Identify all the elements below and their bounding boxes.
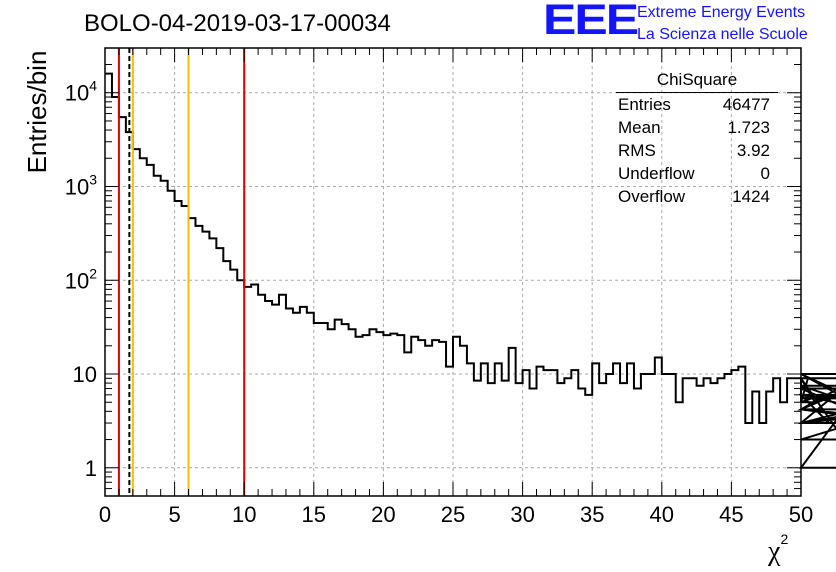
- stats-label: Overflow: [618, 187, 686, 206]
- stats-title: ChiSquare: [616, 68, 778, 93]
- logo-line-2: La Scienza nelle Scuole: [637, 26, 808, 43]
- stats-label: Underflow: [618, 164, 695, 183]
- x-axis-label: χ2: [768, 531, 788, 568]
- stats-value: 3.92: [736, 141, 770, 160]
- y-axis-label: Entries/bin: [22, 50, 52, 174]
- x-tick-label: 50: [789, 502, 813, 527]
- stats-value: 1.723: [727, 118, 770, 137]
- histogram-series: [105, 72, 836, 469]
- x-axis-label-sup: 2: [780, 530, 789, 547]
- stats-row-overflow: Overflow 1424: [612, 185, 778, 208]
- stats-label: RMS: [618, 141, 656, 160]
- x-tick-label: 30: [510, 502, 534, 527]
- stats-row-entries: Entries 46477: [612, 93, 778, 116]
- stats-label: Entries: [618, 95, 671, 114]
- stats-value: 1424: [732, 187, 770, 206]
- y-tick-label: 102: [65, 265, 97, 293]
- stats-value: 46477: [722, 95, 770, 114]
- stats-row-underflow: Underflow 0: [612, 162, 778, 185]
- stats-value: 0: [760, 164, 770, 183]
- stats-row-mean: Mean 1.723: [612, 116, 778, 139]
- x-tick-label: 0: [99, 502, 111, 527]
- chart-title: BOLO-04-2019-03-17-00034: [84, 10, 391, 37]
- x-tick-label: 10: [232, 502, 256, 527]
- y-tick-label: 1: [85, 456, 97, 481]
- x-tick-label: 20: [371, 502, 395, 527]
- y-tick-label: 10: [73, 362, 97, 387]
- x-tick-label: 35: [580, 502, 604, 527]
- stats-box: ChiSquare Entries 46477 Mean 1.723 RMS 3…: [612, 68, 778, 208]
- eee-logo: EEE: [543, 0, 639, 44]
- stats-label: Mean: [618, 118, 661, 137]
- x-tick-label: 40: [650, 502, 674, 527]
- y-tick-label: 103: [65, 171, 97, 199]
- x-tick-label: 5: [168, 502, 180, 527]
- x-axis-label-base: χ: [768, 536, 781, 567]
- x-tick-label: 45: [719, 502, 743, 527]
- x-tick-label: 25: [441, 502, 465, 527]
- eee-logo-text: Extreme Energy Events La Scienza nelle S…: [637, 2, 808, 46]
- x-tick-label: 15: [302, 502, 326, 527]
- logo-line-1: Extreme Energy Events: [637, 4, 806, 21]
- stats-row-rms: RMS 3.92: [612, 139, 778, 162]
- y-tick-label: 104: [65, 78, 97, 106]
